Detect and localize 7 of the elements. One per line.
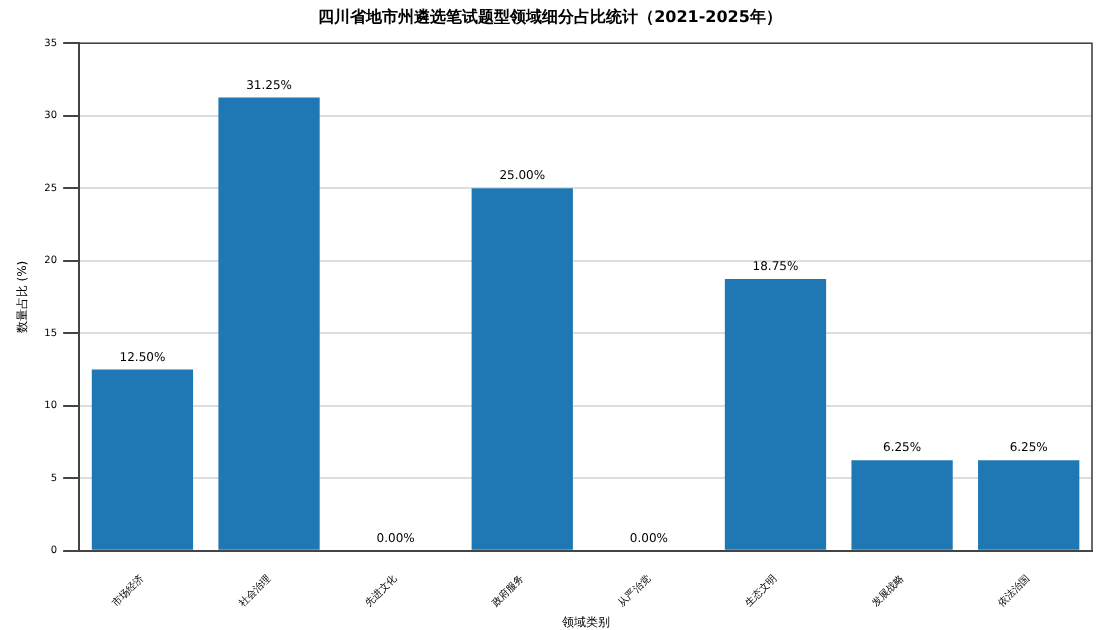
bar <box>724 278 827 550</box>
bar <box>91 369 194 550</box>
bar <box>471 188 573 550</box>
bar <box>851 460 953 550</box>
bar <box>218 97 320 550</box>
chart-title: 四川省地市州遴选笔试题型领域细分占比统计（2021-2025年） <box>318 5 782 26</box>
bar <box>978 460 1080 550</box>
